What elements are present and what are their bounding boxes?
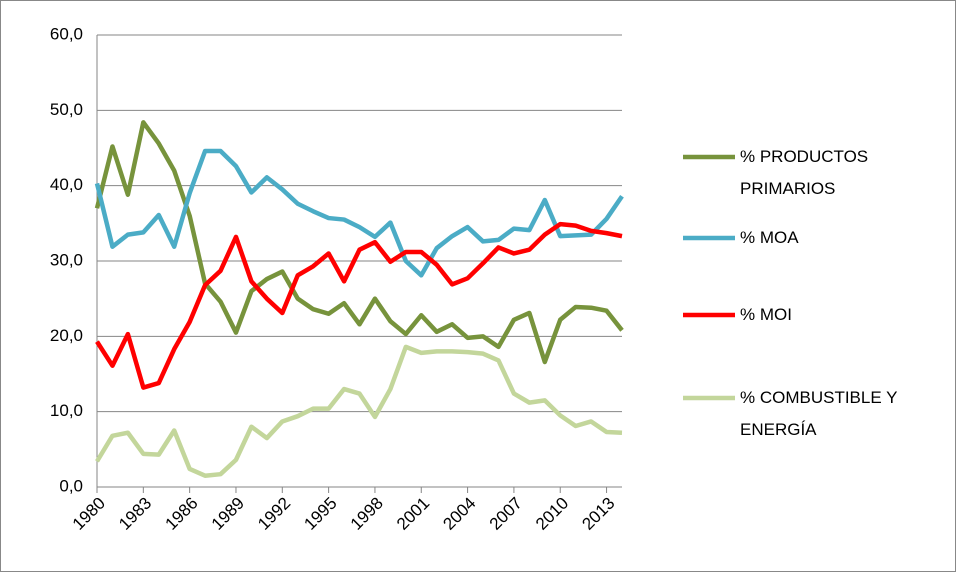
legend-label: % MOI bbox=[740, 305, 792, 324]
legend-label: % PRODUCTOS PRIMARIOS bbox=[740, 147, 869, 198]
y-tick-label: 20,0 bbox=[50, 326, 83, 345]
series-line bbox=[94, 148, 624, 278]
series-line bbox=[95, 344, 623, 478]
y-tick-label: 30,0 bbox=[50, 250, 83, 269]
legend-label: % COMBUSTIBLE Y ENERGÍA bbox=[740, 388, 898, 439]
y-tick-label: 40,0 bbox=[50, 175, 83, 194]
legend-label: % MOA bbox=[740, 228, 799, 247]
y-tick-label: 10,0 bbox=[50, 401, 83, 420]
series-line bbox=[94, 120, 624, 365]
series-line bbox=[95, 221, 623, 390]
y-tick-label: 50,0 bbox=[50, 100, 83, 119]
y-tick-label: 60,0 bbox=[50, 24, 83, 43]
y-tick-label: 0,0 bbox=[59, 476, 83, 495]
